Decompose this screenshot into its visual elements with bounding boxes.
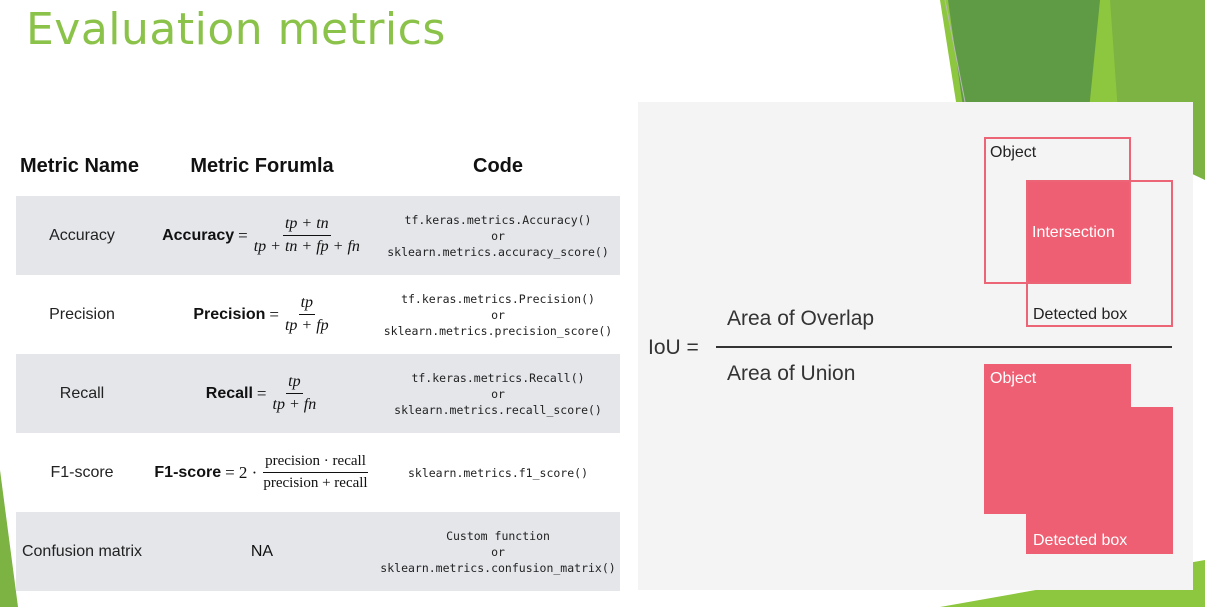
code-line: sklearn.metrics.precision_score() <box>383 323 613 338</box>
intersection-area <box>1026 180 1131 284</box>
metric-code: sklearn.metrics.f1_score() <box>376 465 620 481</box>
table-row-accuracy: Accuracy Accuracy = tp + tn tp + tn + fp… <box>16 196 620 275</box>
formula-equals: = <box>238 225 248 245</box>
metric-name: Precision <box>49 305 115 323</box>
metric-code: tf.keras.metrics.Accuracy() or sklearn.m… <box>376 212 620 260</box>
iou-denominator: Area of Union <box>727 362 856 385</box>
top-detected-label: Detected box <box>1033 306 1128 323</box>
formula-label: Recall <box>205 384 253 402</box>
metric-formula: Accuracy = tp + tn tp + tn + fp + fn <box>148 215 376 256</box>
code-line: or <box>491 544 505 559</box>
formula-label: Accuracy <box>162 226 235 244</box>
header-metric-formula: Metric Forumla <box>190 154 334 177</box>
code-line: sklearn.metrics.f1_score() <box>407 465 588 480</box>
table-row-f1-score: F1-score F1-score = 2 · precision · reca… <box>16 433 620 512</box>
formula-denominator: tp + fn <box>272 396 317 413</box>
formula-label: Precision <box>193 305 266 323</box>
header-metric-name: Metric Name <box>20 154 139 177</box>
formula-label: F1-score <box>154 463 222 481</box>
code-line: Custom function <box>446 528 550 543</box>
metric-code: Custom function or sklearn.metrics.confu… <box>376 528 620 576</box>
formula-equals: = 2 · <box>225 462 258 482</box>
code-line: sklearn.metrics.confusion_matrix() <box>380 560 616 575</box>
code-line: sklearn.metrics.recall_score() <box>394 402 602 417</box>
code-line: sklearn.metrics.accuracy_score() <box>387 244 609 259</box>
formula-numerator: tp <box>298 294 316 315</box>
metric-name: Recall <box>59 384 105 402</box>
deco-line <box>944 0 966 103</box>
bottom-detected-label: Detected box <box>1033 532 1128 549</box>
metric-formula: F1-score = 2 · precision · recall precis… <box>148 453 376 492</box>
metric-formula: Precision = tp tp + fp <box>148 294 376 335</box>
formula-fraction: tp tp + fp <box>283 294 331 335</box>
table-header: Metric Name Metric Forumla Code <box>16 136 620 196</box>
metrics-table: Metric Name Metric Forumla Code Accuracy… <box>16 136 620 591</box>
formula-fraction: tp tp + fn <box>271 373 319 414</box>
metric-code: tf.keras.metrics.Recall() or sklearn.met… <box>376 370 620 418</box>
code-line: tf.keras.metrics.Recall() <box>411 370 585 385</box>
formula-numerator: tp + tn <box>282 215 331 236</box>
formula-fraction: precision · recall precision + recall <box>261 453 369 492</box>
deco-bottom-left <box>0 470 18 607</box>
object-box-outline <box>984 137 1131 284</box>
code-line: or <box>491 307 505 322</box>
code-line: or <box>491 228 505 243</box>
code-line: or <box>491 386 505 401</box>
detected-box-outline <box>1026 180 1173 327</box>
formula-numerator: tp <box>286 373 303 394</box>
table-row-confusion-matrix: Confusion matrix NA Custom function or s… <box>16 512 620 591</box>
formula-equals: = <box>269 304 279 324</box>
metric-name: Confusion matrix <box>21 542 143 560</box>
formula-denominator: tp + tn + fp + fn <box>253 238 360 255</box>
metric-formula: NA <box>250 542 274 560</box>
bottom-object-label: Object <box>990 370 1037 387</box>
iou-fraction-bar <box>716 346 1172 348</box>
metric-name: F1-score <box>50 463 114 481</box>
formula-numerator: precision · recall <box>263 453 368 473</box>
intersection-label: Intersection <box>1032 224 1115 241</box>
top-object-label: Object <box>990 144 1037 161</box>
formula-equals: = <box>256 383 267 403</box>
formula-denominator: precision + recall <box>263 475 368 491</box>
formula-fraction: tp + tn tp + tn + fp + fn <box>252 215 362 256</box>
iou-lhs: IoU = <box>648 336 699 359</box>
table-row-precision: Precision Precision = tp tp + fp tf.kera… <box>16 275 620 354</box>
slide-title: Evaluation metrics <box>26 4 446 55</box>
metric-name: Accuracy <box>49 226 115 244</box>
table-row-recall: Recall Recall = tp tp + fn tf.keras.metr… <box>16 354 620 433</box>
iou-panel: IoU = Area of Overlap Area of Union Obje… <box>638 102 1193 590</box>
header-code: Code <box>473 155 523 177</box>
union-detected-area <box>1026 407 1173 554</box>
metric-code: tf.keras.metrics.Precision() or sklearn.… <box>376 291 620 339</box>
metric-formula: Recall = tp tp + fn <box>148 373 376 414</box>
code-line: tf.keras.metrics.Accuracy() <box>404 212 592 227</box>
code-line: tf.keras.metrics.Precision() <box>401 291 595 306</box>
iou-numerator: Area of Overlap <box>727 307 875 330</box>
formula-denominator: tp + fp <box>284 317 329 334</box>
